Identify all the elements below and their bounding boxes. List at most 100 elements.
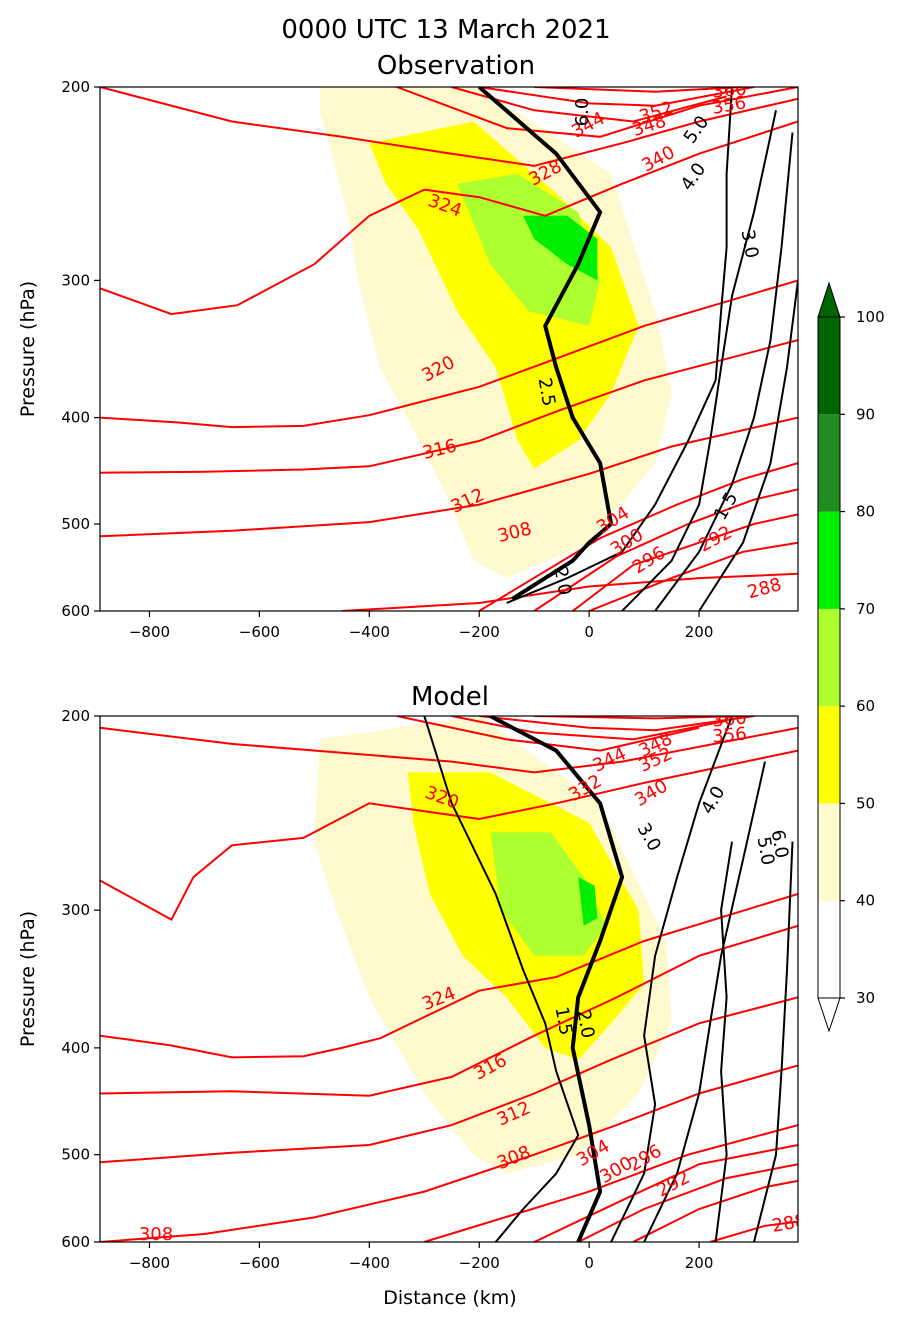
- theta-contour-308: [100, 1064, 798, 1242]
- theta-contour-288: [709, 1220, 798, 1242]
- theta-contour-320: [100, 120, 798, 316]
- panel-title: Model: [411, 682, 489, 712]
- theta-contour-304: [478, 462, 798, 611]
- contour-label-red: 288: [770, 1210, 807, 1237]
- contour-label-black: 6.0: [767, 828, 793, 860]
- theta-contour-312: [100, 339, 798, 474]
- suptitle-line1: 0000 UTC 13 March 2021: [281, 15, 610, 45]
- contour-label-black: 2.0: [550, 565, 576, 597]
- colorbar-tick-label: 50: [856, 794, 875, 812]
- colorbar-tick-label: 60: [856, 697, 875, 715]
- contour-label-black: 2.0: [573, 1008, 599, 1040]
- x-tick-label: −200: [459, 623, 500, 641]
- y-tick-label: 200: [61, 78, 90, 96]
- y-tick-label: 500: [61, 1146, 90, 1164]
- contour-label-red: 356: [711, 724, 747, 748]
- y-tick-label: 400: [61, 1039, 90, 1057]
- theta-contour-292: [632, 1179, 798, 1242]
- y-tick-label: 300: [61, 271, 90, 289]
- axes-frame: [99, 715, 799, 1243]
- colorbar-tick-label: 80: [856, 503, 875, 521]
- y-axis-label: Pressure (hPa): [17, 911, 39, 1047]
- fill-region-70: [578, 877, 598, 926]
- contour-label-black: 5.0: [753, 835, 779, 867]
- pv-contour-1.5: [423, 716, 580, 1242]
- colorbar-segment: [818, 608, 840, 707]
- theta-contour-320: [100, 892, 798, 1059]
- contour-label-red: 360: [711, 708, 747, 732]
- colorbar-segment: [818, 900, 840, 998]
- x-tick-label: −600: [239, 1254, 280, 1272]
- pv-contour-6.0: [698, 280, 798, 611]
- theta-contour-348: [479, 716, 755, 732]
- x-tick-label: −800: [129, 623, 170, 641]
- colorbar-tick-label: 30: [856, 989, 875, 1007]
- colorbar-frame: [817, 316, 841, 999]
- theta-contour-360: [534, 87, 744, 93]
- colorbar-segment: [818, 803, 840, 901]
- x-tick-label: 200: [685, 623, 714, 641]
- y-ticks: 200 300 400 500 600: [61, 78, 100, 620]
- theta-contour-296: [572, 513, 798, 611]
- x-tick-label: 0: [584, 1254, 594, 1272]
- black-contours: [477, 87, 798, 611]
- colorbar-tick-label: 40: [856, 892, 875, 910]
- pv-contour-1.5: [714, 841, 733, 1242]
- pv-contour-2.0: [477, 87, 614, 601]
- theta-contour-300: [533, 488, 798, 611]
- theta-contour-332: [396, 716, 700, 752]
- contour-label-red: 360: [711, 79, 747, 103]
- theta-contour-300: [533, 1144, 798, 1242]
- y-ticks: 200 300 400 500 600: [61, 707, 100, 1251]
- x-tick-label: −400: [349, 623, 390, 641]
- colorbar-segment: [818, 317, 840, 415]
- contour-label-black: 6.0: [572, 98, 593, 127]
- black-contours: [423, 716, 794, 1242]
- theta-contour-292: [588, 541, 798, 611]
- y-tick-label: 400: [61, 409, 90, 427]
- colorbar-segment: [818, 706, 840, 804]
- red-contours: [100, 87, 798, 611]
- theta-contour-296: [577, 1163, 798, 1242]
- colorbar-segment: [818, 511, 840, 609]
- axes-frame: [99, 86, 799, 612]
- theta-contour-324: [100, 749, 798, 921]
- theta-contour-360: [534, 716, 744, 720]
- y-axis-label: Pressure (hPa): [17, 281, 39, 417]
- pv-contour-1.5: [506, 87, 733, 604]
- colorbar-tick-label: 90: [856, 405, 875, 423]
- contour-label-black: 3.0: [737, 228, 763, 260]
- fill-region-60: [490, 832, 606, 956]
- pv-contour-2.0: [489, 716, 625, 1242]
- y-tick-label: 500: [61, 515, 90, 533]
- colorbar-tick-label: 100: [856, 308, 885, 326]
- x-tick-label: −800: [129, 1254, 170, 1272]
- theta-contour-324: [100, 87, 798, 167]
- theta-contour-316: [100, 924, 798, 1097]
- y-tick-label: 300: [61, 901, 90, 919]
- theta-contour-348: [479, 87, 755, 107]
- y-tick-label: 600: [61, 1233, 90, 1251]
- colorbar: 30 40 50 60 70 80 90 100: [817, 281, 885, 1033]
- pv-contour-3.0: [610, 716, 733, 1242]
- filled-contours: [314, 716, 672, 1174]
- theta-contour-328: [100, 726, 798, 774]
- x-tick-label: 0: [584, 623, 594, 641]
- red-contours: [100, 716, 798, 1242]
- x-tick-label: −600: [239, 623, 280, 641]
- fill-region-50: [369, 121, 639, 469]
- colorbar-segment: [818, 414, 840, 512]
- colorbar-tick-label: 70: [856, 600, 875, 618]
- x-axis-label: Distance (km): [383, 1287, 516, 1309]
- pv-contour-4.0: [643, 761, 766, 1242]
- suptitle-line2: Observation: [377, 51, 535, 81]
- theta-contour-316: [100, 279, 798, 429]
- x-ticks: −800 −600 −400 −200 0 200: [129, 1242, 713, 1272]
- contour-label-black: 1.5: [551, 1005, 577, 1037]
- pv-contour-6.0: [753, 841, 794, 1242]
- y-tick-label: 600: [61, 602, 90, 620]
- contour-label-red: 308: [139, 1224, 173, 1245]
- contour-label-black: 2.5: [534, 376, 560, 408]
